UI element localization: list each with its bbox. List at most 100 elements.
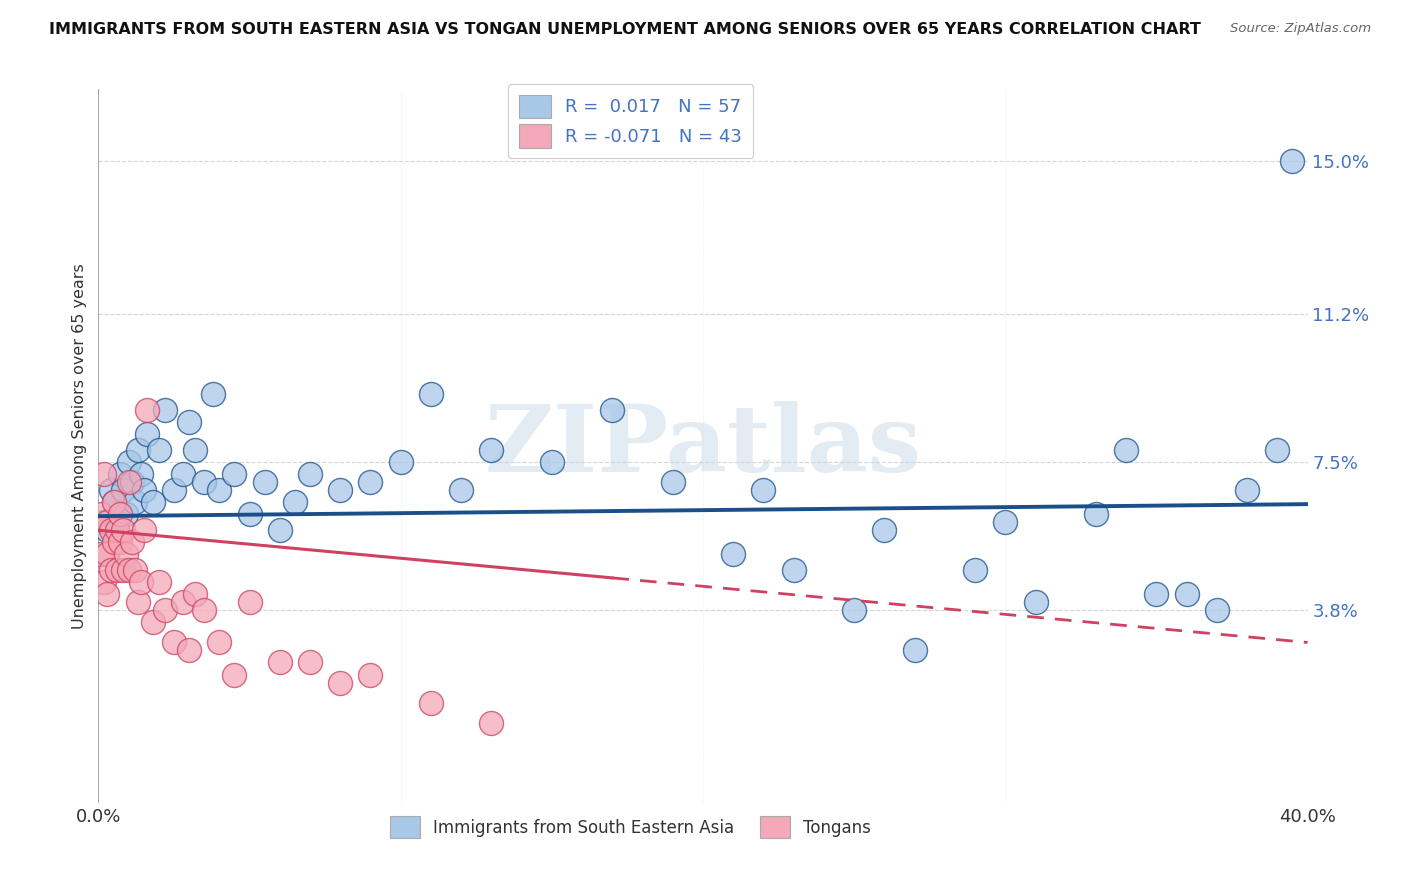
Point — [153, 403, 176, 417]
Point — [96, 587, 118, 601]
Point — [121, 475, 143, 489]
Point — [93, 575, 115, 590]
Point — [108, 535, 131, 549]
Point — [284, 495, 307, 509]
Point — [965, 563, 987, 577]
Point — [118, 563, 141, 577]
Point — [179, 415, 201, 429]
Point — [239, 507, 262, 521]
Legend: Immigrants from South Eastern Asia, Tongans: Immigrants from South Eastern Asia, Tong… — [384, 810, 877, 845]
Point — [1267, 442, 1289, 457]
Point — [540, 455, 562, 469]
Point — [329, 675, 352, 690]
Point — [329, 483, 352, 497]
Point — [108, 467, 131, 481]
Point — [723, 547, 745, 561]
Point — [239, 595, 262, 609]
Point — [481, 442, 503, 457]
Point — [100, 563, 122, 577]
Point — [93, 467, 115, 481]
Point — [163, 635, 186, 649]
Point — [360, 667, 382, 681]
Point — [135, 427, 157, 442]
Point — [127, 595, 149, 609]
Point — [96, 547, 118, 561]
Point — [1175, 587, 1198, 601]
Point — [661, 475, 683, 489]
Point — [208, 483, 231, 497]
Point — [103, 495, 125, 509]
Point — [481, 715, 503, 730]
Point — [90, 547, 112, 561]
Point — [224, 467, 246, 481]
Point — [450, 483, 472, 497]
Point — [129, 467, 152, 481]
Point — [1236, 483, 1258, 497]
Point — [184, 587, 207, 601]
Point — [111, 563, 134, 577]
Point — [420, 696, 443, 710]
Text: ZIPatlas: ZIPatlas — [485, 401, 921, 491]
Point — [904, 643, 927, 657]
Point — [129, 575, 152, 590]
Text: IMMIGRANTS FROM SOUTH EASTERN ASIA VS TONGAN UNEMPLOYMENT AMONG SENIORS OVER 65 : IMMIGRANTS FROM SOUTH EASTERN ASIA VS TO… — [49, 22, 1201, 37]
Point — [208, 635, 231, 649]
Point — [1206, 603, 1229, 617]
Point — [299, 656, 322, 670]
Point — [179, 643, 201, 657]
Point — [299, 467, 322, 481]
Point — [96, 515, 118, 529]
Point — [93, 515, 115, 529]
Point — [163, 483, 186, 497]
Point — [1144, 587, 1167, 601]
Point — [193, 475, 215, 489]
Point — [124, 563, 146, 577]
Point — [105, 515, 128, 529]
Point — [111, 483, 134, 497]
Point — [253, 475, 276, 489]
Point — [420, 387, 443, 401]
Point — [269, 523, 291, 537]
Point — [108, 507, 131, 521]
Point — [103, 535, 125, 549]
Point — [172, 595, 194, 609]
Point — [96, 523, 118, 537]
Point — [360, 475, 382, 489]
Point — [142, 495, 165, 509]
Point — [121, 535, 143, 549]
Point — [114, 507, 136, 521]
Point — [127, 442, 149, 457]
Point — [389, 455, 412, 469]
Point — [1281, 154, 1303, 169]
Point — [602, 403, 624, 417]
Point — [114, 547, 136, 561]
Point — [172, 467, 194, 481]
Point — [844, 603, 866, 617]
Point — [142, 615, 165, 630]
Point — [193, 603, 215, 617]
Y-axis label: Unemployment Among Seniors over 65 years: Unemployment Among Seniors over 65 years — [72, 263, 87, 629]
Point — [184, 442, 207, 457]
Point — [132, 483, 155, 497]
Point — [90, 507, 112, 521]
Point — [105, 563, 128, 577]
Point — [124, 495, 146, 509]
Point — [1085, 507, 1108, 521]
Point — [118, 475, 141, 489]
Point — [103, 495, 125, 509]
Point — [100, 523, 122, 537]
Point — [752, 483, 775, 497]
Point — [1024, 595, 1046, 609]
Point — [783, 563, 806, 577]
Point — [994, 515, 1017, 529]
Point — [224, 667, 246, 681]
Point — [148, 442, 170, 457]
Point — [135, 403, 157, 417]
Point — [132, 523, 155, 537]
Point — [100, 483, 122, 497]
Point — [202, 387, 225, 401]
Point — [148, 575, 170, 590]
Point — [153, 603, 176, 617]
Point — [118, 455, 141, 469]
Text: Source: ZipAtlas.com: Source: ZipAtlas.com — [1230, 22, 1371, 36]
